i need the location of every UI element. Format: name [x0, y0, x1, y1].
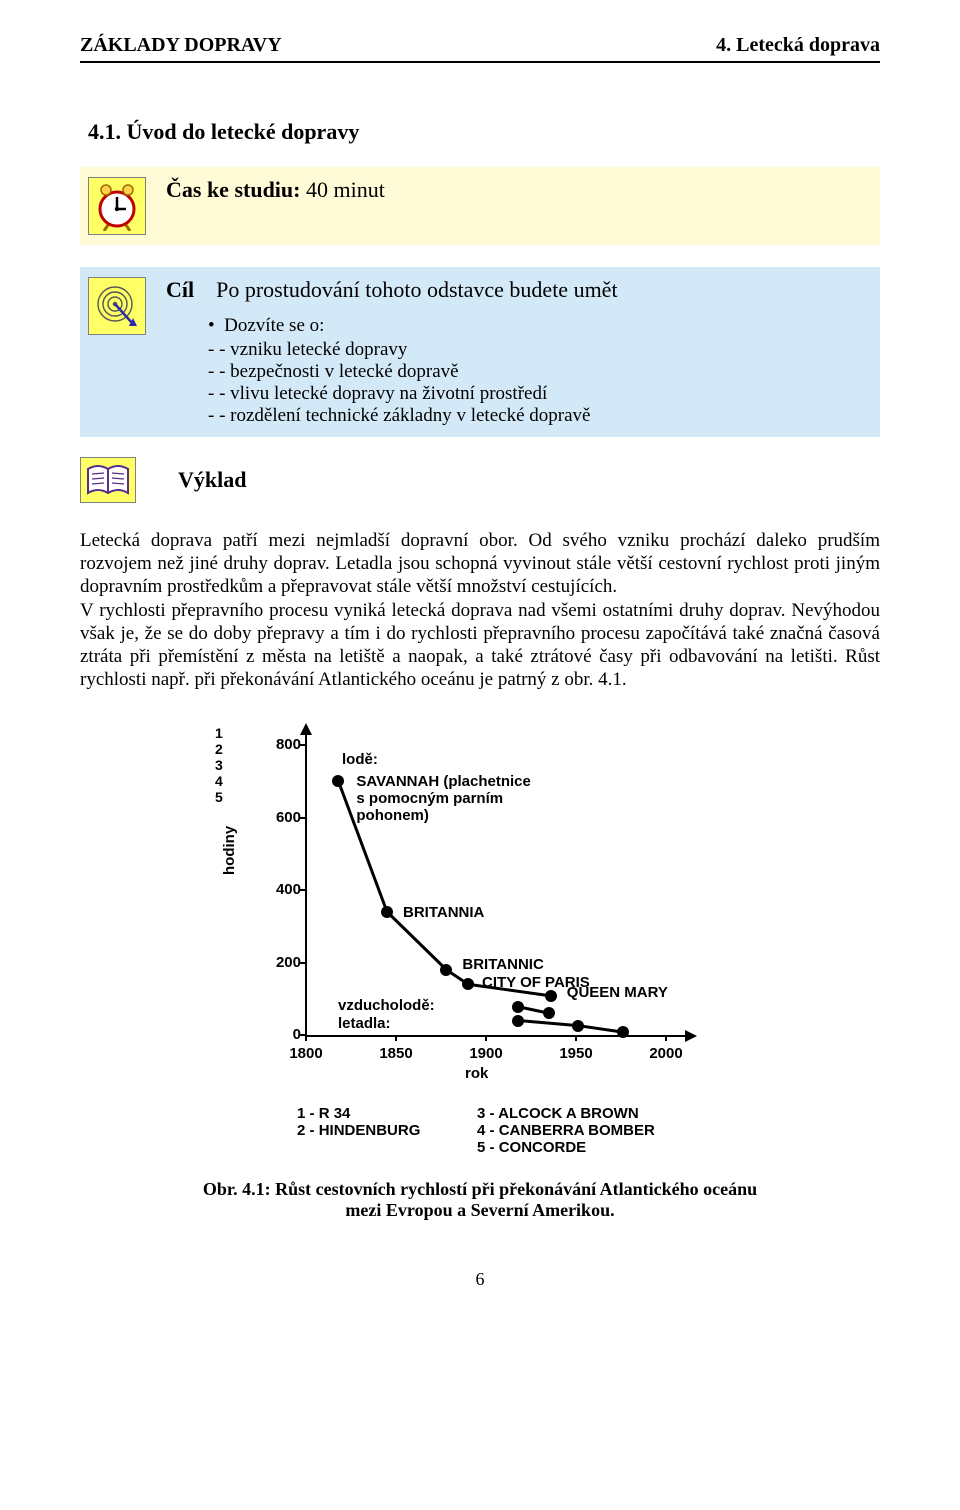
goal-intro: • Dozvíte se o: [208, 315, 868, 337]
study-time-value: 40 minut [306, 177, 385, 202]
goal-band: Cíl Po prostudování tohoto odstavce bude… [80, 267, 880, 437]
figure-caption: Obr. 4.1: Růst cestovních rychlostí při … [80, 1179, 880, 1221]
header-rule [80, 61, 880, 63]
list-item: - rozdělení technické základny v letecké… [208, 405, 868, 427]
goal-label: Cíl [166, 277, 194, 302]
list-item: - vlivu letecké dopravy na životní prost… [208, 383, 868, 405]
caption-line1: Obr. 4.1: Růst cestovních rychlostí při … [203, 1179, 757, 1199]
goal-list: - vzniku letecké dopravy - bezpečnosti v… [208, 339, 868, 427]
footnote: 1 - R 34 [297, 1105, 477, 1122]
caption-line2: mezi Evropou a Severní Amerikou. [345, 1200, 614, 1220]
list-item: - vzniku letecké dopravy [208, 339, 868, 361]
goal-intro-text: Dozvíte se o: [224, 315, 324, 336]
goal-line: Cíl Po prostudování tohoto odstavce bude… [166, 277, 868, 303]
y-axis-title: hodiny [221, 826, 238, 875]
page-header-left: ZÁKLADY DOPRAVY [80, 34, 282, 57]
section-heading: 4.1. Úvod do letecké dopravy [88, 119, 880, 145]
page-header-right: 4. Letecká doprava [716, 34, 880, 57]
x-axis-title: rok [465, 1065, 488, 1082]
clock-icon [88, 177, 146, 235]
atlantic-crossing-chart: hodiny rok 1 - R 34 3 - ALCOCK A BROWN 2… [215, 725, 745, 1165]
footnote: 4 - CANBERRA BOMBER [477, 1122, 697, 1139]
explain-title: Výklad [178, 467, 246, 493]
explain-row: Výklad [80, 457, 880, 503]
body-paragraph: Letecká doprava patří mezi nejmladší dop… [80, 529, 880, 691]
book-icon [80, 457, 136, 503]
study-time-label: Čas ke studiu: 40 minut [166, 177, 385, 203]
study-time-label-text: Čas ke studiu: [166, 177, 300, 202]
footnote: 2 - HINDENBURG [297, 1122, 477, 1139]
footnote: 5 - CONCORDE [477, 1139, 697, 1156]
footnote: 3 - ALCOCK A BROWN [477, 1105, 697, 1122]
target-icon [88, 277, 146, 335]
list-item: - bezpečnosti v letecké dopravě [208, 361, 868, 383]
page-number: 6 [80, 1269, 880, 1290]
goal-after-text: Po prostudování tohoto odstavce budete u… [216, 277, 617, 302]
study-time-band: Čas ke studiu: 40 minut [80, 167, 880, 245]
chart-footnotes: 1 - R 34 3 - ALCOCK A BROWN 2 - HINDENBU… [297, 1105, 697, 1156]
